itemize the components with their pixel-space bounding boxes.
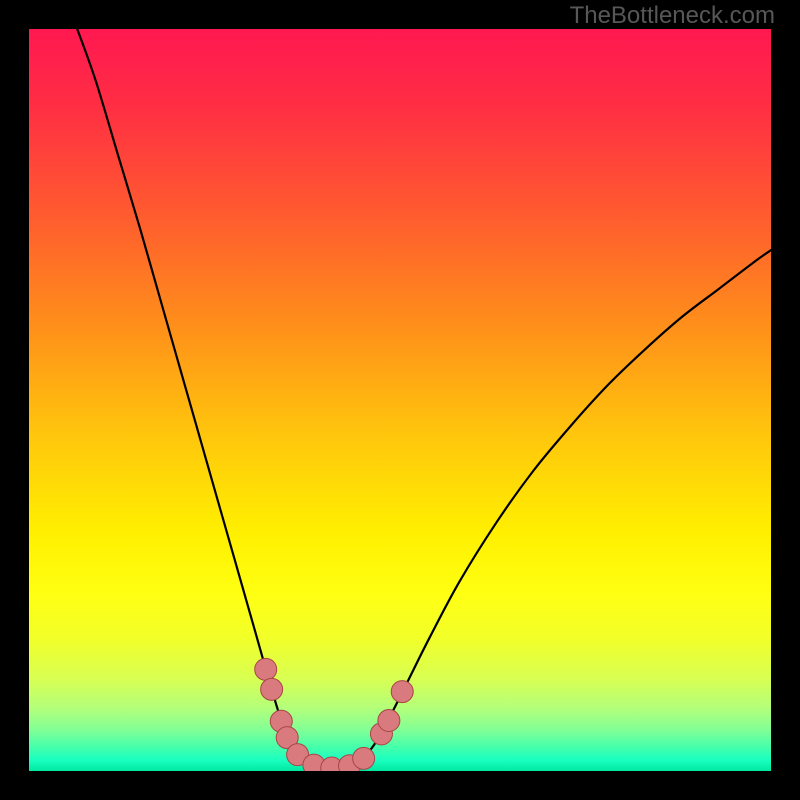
plot-background — [29, 29, 771, 771]
bottleneck-chart — [0, 0, 800, 800]
curve-marker — [391, 681, 413, 703]
curve-marker — [261, 678, 283, 700]
curve-marker — [255, 658, 277, 680]
curve-marker — [378, 710, 400, 732]
curve-marker — [353, 747, 375, 769]
watermark-text: TheBottleneck.com — [570, 2, 775, 30]
